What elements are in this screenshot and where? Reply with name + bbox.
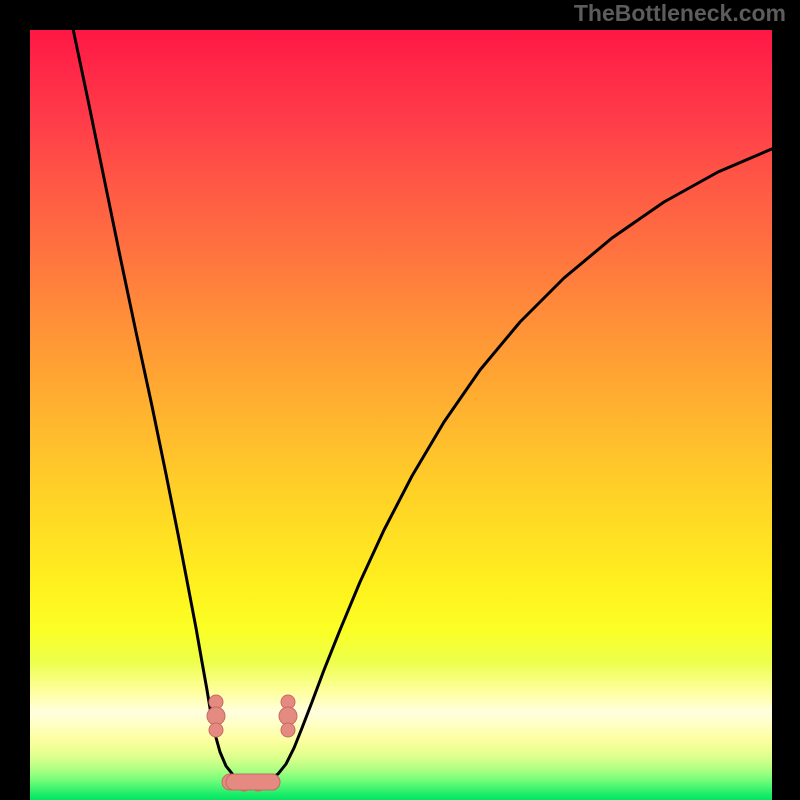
marker-dot <box>207 707 225 725</box>
marker-bar <box>226 774 280 790</box>
marker-dot <box>209 723 223 737</box>
bottleneck-curve <box>72 30 772 782</box>
marker-group <box>207 695 297 791</box>
plot-area <box>30 30 772 800</box>
marker-dot <box>279 707 297 725</box>
curve-layer <box>30 30 772 800</box>
chart-container: TheBottleneck.com <box>0 0 800 800</box>
marker-dot <box>281 723 295 737</box>
watermark-text: TheBottleneck.com <box>574 0 786 27</box>
